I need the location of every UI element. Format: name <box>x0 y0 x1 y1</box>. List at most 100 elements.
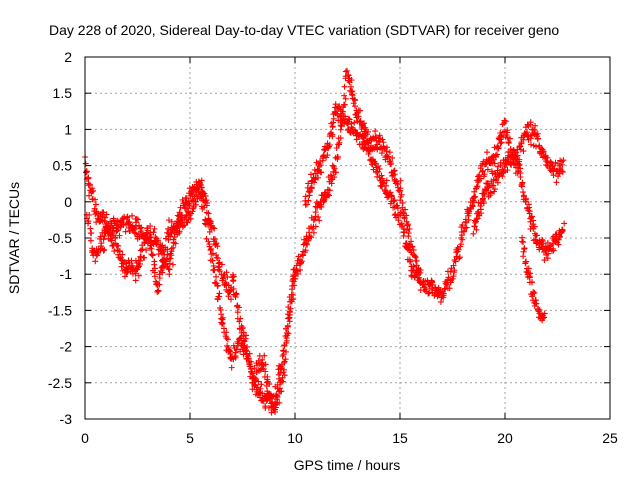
data-point <box>480 190 487 197</box>
data-point <box>408 238 415 245</box>
data-point <box>446 285 453 292</box>
data-point <box>400 232 407 239</box>
data-point <box>312 223 319 230</box>
data-point <box>293 262 300 269</box>
data-point <box>169 261 176 268</box>
data-point <box>298 259 305 266</box>
series-main-trace <box>229 67 567 416</box>
data-point <box>98 243 105 250</box>
data-point <box>514 146 521 153</box>
data-point <box>387 189 394 196</box>
data-point <box>292 275 299 282</box>
data-point <box>308 184 315 191</box>
data-point <box>207 247 214 254</box>
data-point <box>520 148 527 155</box>
data-point <box>477 206 484 213</box>
data-point <box>196 180 203 187</box>
y-tick-label: -3 <box>60 411 73 427</box>
data-point <box>511 150 518 157</box>
data-point <box>314 204 321 211</box>
data-point <box>326 192 333 199</box>
data-point <box>326 142 333 149</box>
data-point <box>282 356 289 363</box>
data-point <box>406 225 413 232</box>
data-point <box>428 285 435 292</box>
data-point <box>284 329 291 336</box>
data-point <box>541 314 548 321</box>
data-point <box>376 165 383 172</box>
data-point <box>214 282 221 289</box>
data-point <box>283 337 290 344</box>
data-point <box>237 315 244 322</box>
data-point <box>348 77 355 84</box>
data-point <box>495 145 502 152</box>
data-point <box>234 309 241 316</box>
data-point <box>328 180 335 187</box>
data-point <box>182 204 189 211</box>
data-point <box>87 237 94 244</box>
data-point <box>391 171 398 178</box>
x-tick-label: 0 <box>81 430 89 446</box>
data-point <box>171 224 178 231</box>
data-point <box>510 147 517 154</box>
data-point <box>441 286 448 293</box>
data-point <box>222 279 229 286</box>
data-point <box>262 403 269 410</box>
data-point <box>251 377 258 384</box>
data-point <box>228 364 235 371</box>
data-point <box>336 139 343 146</box>
data-point <box>525 207 532 214</box>
data-point <box>274 381 281 388</box>
data-point <box>276 399 283 406</box>
data-point <box>455 246 462 253</box>
data-point <box>119 251 126 258</box>
data-point <box>380 179 387 186</box>
data-point <box>306 233 313 240</box>
data-point <box>282 333 289 340</box>
data-point <box>470 230 477 237</box>
data-point <box>531 223 538 230</box>
data-point <box>536 142 543 149</box>
data-point <box>170 244 177 251</box>
data-point <box>394 202 401 209</box>
data-point <box>508 162 515 169</box>
data-point <box>278 388 285 395</box>
data-point <box>515 160 522 167</box>
data-point <box>88 230 95 237</box>
data-point <box>281 342 288 349</box>
data-point <box>497 140 504 147</box>
data-point <box>346 116 353 123</box>
x-tick-label: 10 <box>287 430 303 446</box>
data-point <box>261 352 268 359</box>
data-point <box>450 262 457 269</box>
data-point <box>91 196 98 203</box>
data-point <box>456 254 463 261</box>
data-point <box>360 135 367 142</box>
data-point <box>334 154 341 161</box>
data-point <box>459 236 466 243</box>
data-point <box>417 280 424 287</box>
data-point <box>308 171 315 178</box>
data-point <box>532 122 539 129</box>
data-point <box>195 186 202 193</box>
data-point <box>141 254 148 261</box>
data-point <box>499 173 506 180</box>
data-point <box>406 256 413 263</box>
data-point <box>505 148 512 155</box>
data-point <box>330 119 337 126</box>
data-point <box>144 225 151 232</box>
data-point <box>473 216 480 223</box>
data-point <box>216 268 223 275</box>
data-point <box>476 172 483 179</box>
data-point <box>121 273 128 280</box>
data-point <box>341 101 348 108</box>
y-tick-label: 2 <box>64 49 72 65</box>
data-point <box>332 169 339 176</box>
data-points <box>82 67 568 416</box>
data-point <box>227 348 234 355</box>
data-point <box>475 199 482 206</box>
data-point <box>436 289 443 296</box>
data-point <box>372 134 379 141</box>
data-point <box>549 161 556 168</box>
data-point <box>92 201 99 208</box>
